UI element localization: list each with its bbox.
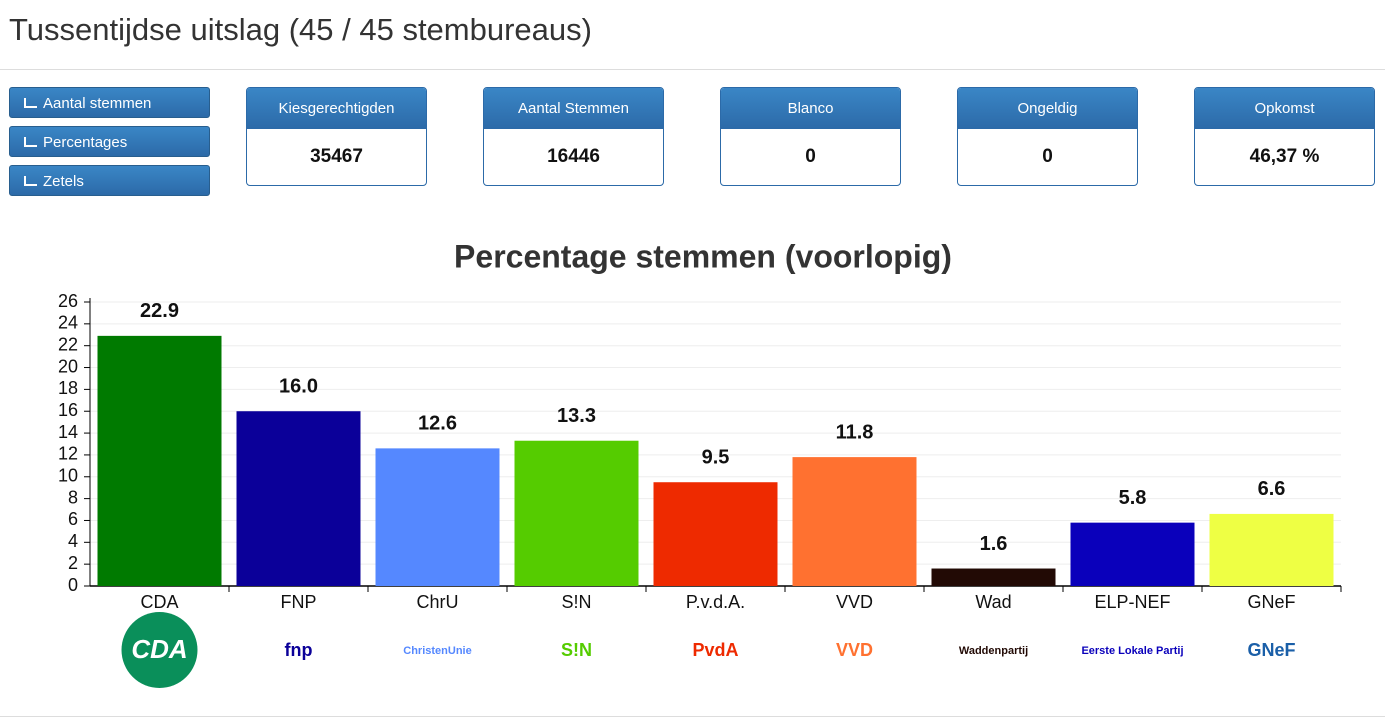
- party-logo-text: Eerste Lokale Partij: [1081, 645, 1183, 657]
- stat-label: Kiesgerechtigden: [247, 88, 426, 129]
- value-label: 9.5: [702, 447, 730, 469]
- value-label: 6.6: [1258, 478, 1286, 500]
- x-tick-label: Wad: [975, 592, 1011, 612]
- stat-label: Aantal Stemmen: [484, 88, 663, 129]
- party-logo-text: ChristenUnie: [403, 645, 471, 657]
- party-logo-text: GNeF: [1247, 640, 1295, 660]
- bar: [236, 411, 361, 586]
- page-title: Tussentijdse uitslag (45 / 45 stembureau…: [9, 12, 592, 47]
- party-logo-text: S!N: [561, 640, 592, 660]
- party-logo-text: CDA: [131, 634, 187, 664]
- value-label: 13.3: [557, 405, 596, 427]
- bar: [1209, 513, 1334, 586]
- stat-value: 46,37 %: [1249, 146, 1320, 167]
- icon: [24, 137, 37, 147]
- bar: [514, 440, 639, 586]
- stat-card: Kiesgerechtigden 35467: [246, 87, 427, 186]
- party-logo-text: VVD: [836, 640, 873, 660]
- value-label: 12.6: [418, 413, 457, 435]
- y-tick-label: 18: [58, 378, 78, 398]
- x-tick-label: ELP-NEF: [1094, 592, 1170, 612]
- y-tick-label: 26: [58, 291, 78, 311]
- stat-value: 35467: [310, 146, 363, 167]
- button-label: Percentages: [43, 134, 128, 151]
- nav-button[interactable]: Zetels: [9, 165, 210, 196]
- nav-button[interactable]: Aantal stemmen: [9, 87, 210, 118]
- party-logo-text: PvdA: [692, 640, 738, 660]
- y-tick-label: 2: [68, 553, 78, 573]
- y-tick-label: 4: [68, 531, 78, 551]
- stat-value: 0: [1042, 146, 1053, 167]
- bar: [931, 568, 1056, 586]
- party-logo: [121, 612, 198, 688]
- y-tick-label: 16: [58, 400, 78, 420]
- y-tick-label: 6: [68, 509, 78, 529]
- stat-card: Aantal Stemmen 16446: [483, 87, 664, 186]
- value-label: 16.0: [279, 376, 318, 398]
- y-tick-label: 0: [68, 575, 78, 595]
- y-tick-label: 20: [58, 356, 78, 376]
- stat-label: Opkomst: [1195, 88, 1374, 129]
- stat-value: 0: [805, 146, 816, 167]
- value-label: 11.8: [836, 421, 874, 443]
- y-tick-label: 14: [58, 422, 78, 442]
- button-label: Zetels: [43, 173, 84, 190]
- x-tick-label: ChrU: [416, 592, 458, 612]
- x-tick-label: GNeF: [1247, 592, 1295, 612]
- bar: [653, 482, 778, 586]
- bar: [97, 335, 222, 586]
- x-tick-label: CDA: [140, 592, 178, 612]
- value-label: 22.9: [140, 300, 179, 322]
- stat-value: 16446: [547, 146, 600, 167]
- nav-button[interactable]: Percentages: [9, 126, 210, 157]
- value-label: 5.8: [1119, 487, 1147, 509]
- y-tick-label: 24: [58, 313, 78, 333]
- stat-card: Ongeldig 0: [957, 87, 1138, 186]
- y-tick-label: 22: [58, 334, 78, 354]
- chart-title: Percentage stemmen (voorlopig): [454, 238, 952, 274]
- x-tick-label: VVD: [836, 592, 873, 612]
- value-label: 1.6: [980, 533, 1008, 555]
- x-tick-label: FNP: [281, 592, 317, 612]
- x-tick-label: S!N: [561, 592, 591, 612]
- stat-label: Ongeldig: [958, 88, 1137, 129]
- y-tick-label: 12: [58, 444, 78, 464]
- stat-label: Blanco: [721, 88, 900, 129]
- stat-card: Blanco 0: [720, 87, 901, 186]
- x-tick-label: P.v.d.A.: [686, 592, 745, 612]
- divider: [0, 716, 1385, 717]
- party-logo-text: fnp: [285, 640, 313, 660]
- bar: [375, 448, 500, 586]
- bar: [792, 457, 917, 586]
- divider: [0, 69, 1385, 70]
- icon: [24, 176, 37, 186]
- party-logo-text: Waddenpartij: [959, 645, 1028, 657]
- icon: [24, 98, 37, 108]
- button-label: Aantal stemmen: [43, 95, 152, 112]
- bar: [1070, 522, 1195, 586]
- stat-card: Opkomst 46,37 %: [1194, 87, 1375, 186]
- y-tick-label: 10: [58, 466, 78, 486]
- y-tick-label: 8: [68, 487, 78, 507]
